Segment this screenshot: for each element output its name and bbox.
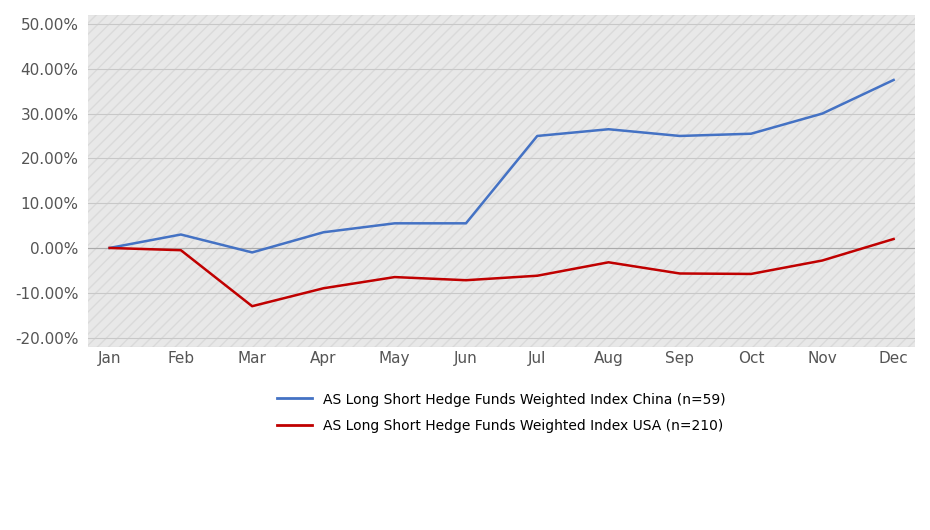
Legend: AS Long Short Hedge Funds Weighted Index China (n=59), AS Long Short Hedge Funds: AS Long Short Hedge Funds Weighted Index…: [272, 387, 731, 439]
